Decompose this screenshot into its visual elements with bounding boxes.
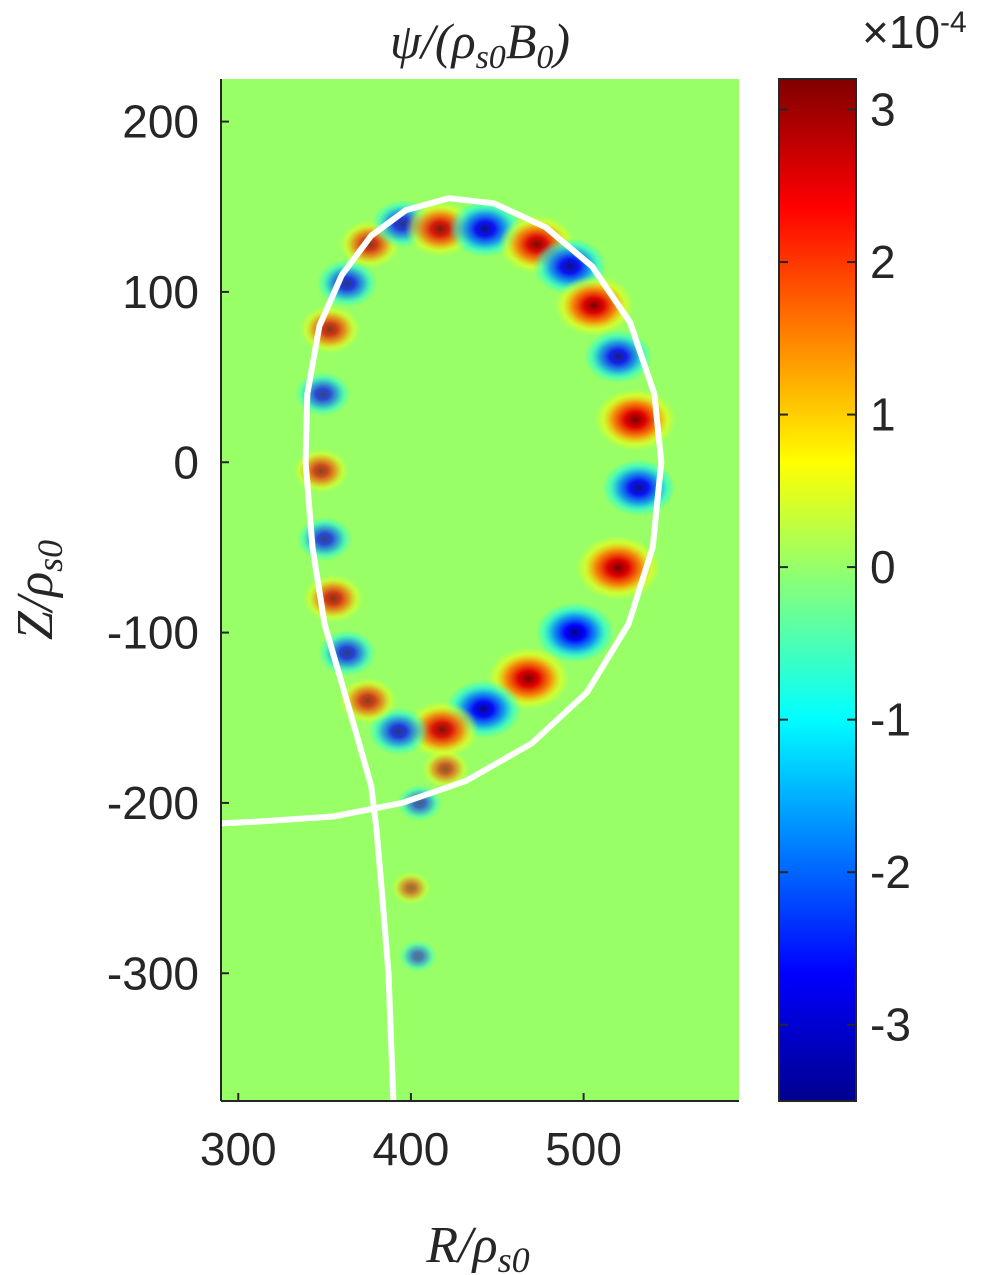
y-tick-label: -200 xyxy=(107,777,199,829)
x-ticks: 300 400 500 xyxy=(200,1093,622,1175)
positive-lobe-14 xyxy=(299,305,361,354)
y-ticks: 200 100 0 -100 -200 -300 xyxy=(107,96,229,999)
negative-lobe-13 xyxy=(295,372,351,417)
positive-lobe-24 xyxy=(421,749,470,789)
y-tick-label: 200 xyxy=(122,96,199,148)
negative-lobe-3 xyxy=(535,602,615,663)
y-tick-label: -100 xyxy=(107,607,199,659)
x-tick-label: 300 xyxy=(200,1123,277,1175)
positive-lobe-8 xyxy=(338,677,397,724)
colorbar-tick-label: -2 xyxy=(870,846,911,898)
field-lobes xyxy=(293,199,677,973)
colorbar-gradient xyxy=(778,78,857,1102)
colorbar-tick-label: 3 xyxy=(870,84,896,136)
colorbar: 3 2 1 0 -1 -2 -3 ×10-4 xyxy=(778,6,967,1102)
y-tick-label: -300 xyxy=(107,947,199,999)
colorbar-tick-label: -3 xyxy=(870,999,911,1051)
negative-lobe-27 xyxy=(398,940,437,973)
colorbar-tick-label: 0 xyxy=(870,541,896,593)
x-axis-label: R/ρs0 xyxy=(425,1217,529,1275)
negative-lobe-1 xyxy=(602,459,676,517)
positive-lobe-26 xyxy=(391,871,431,905)
colorbar-tick-label: -1 xyxy=(870,694,911,746)
y-tick-label: 100 xyxy=(122,266,199,318)
positive-lobe-0 xyxy=(594,388,677,451)
y-tick-label: 0 xyxy=(173,436,199,488)
chart-title: ψ/(ρs0B0) xyxy=(390,13,570,76)
positive-lobe-10 xyxy=(302,574,364,623)
plot-area: 300 400 500 200 100 0 -100 -200 -300 xyxy=(107,79,739,1175)
y-axis-label: Z/ρs0 xyxy=(7,540,70,640)
separatrix-curve xyxy=(221,195,665,1101)
negative-lobe-11 xyxy=(296,516,353,562)
colorbar-tick-label: 1 xyxy=(870,389,896,441)
x-tick-label: 500 xyxy=(545,1123,622,1175)
positive-lobe-12 xyxy=(293,448,349,493)
positive-lobe-22 xyxy=(554,275,634,336)
colorbar-tick-label: 2 xyxy=(870,236,896,288)
colorbar-ticks: 3 2 1 0 -1 -2 -3 xyxy=(779,84,911,1051)
x-tick-label: 400 xyxy=(373,1123,450,1175)
colorbar-exponent: ×10-4 xyxy=(862,6,967,58)
